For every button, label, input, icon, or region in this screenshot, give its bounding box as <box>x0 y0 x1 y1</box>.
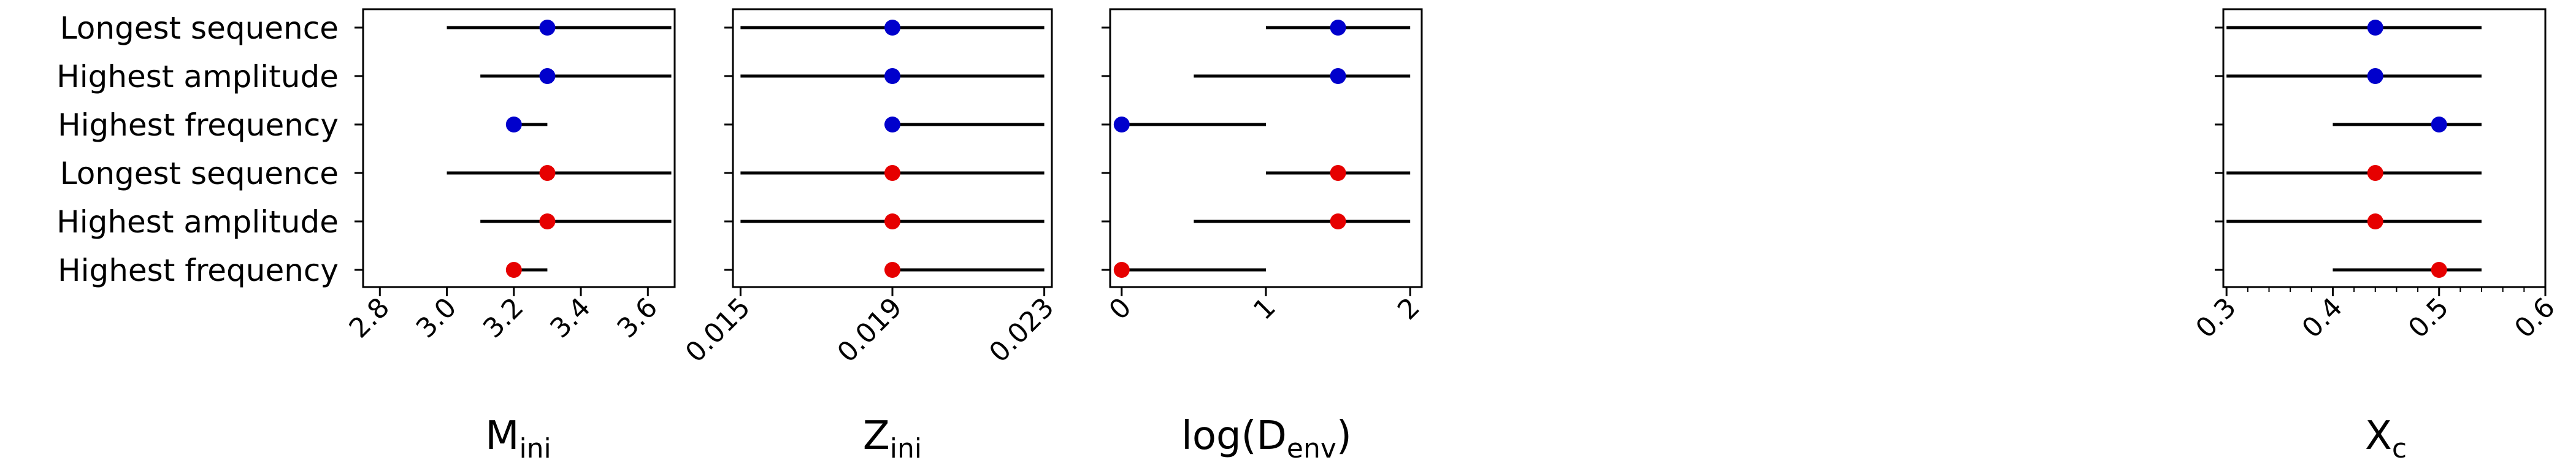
data-point-red <box>2431 262 2447 278</box>
x-axis-title: log(Denv) <box>1181 413 1352 460</box>
category-labels: Longest sequence Highest amplitude Highe… <box>56 10 339 288</box>
data-point-blue <box>539 68 556 84</box>
x-axis-title-subscript: env <box>1287 433 1336 460</box>
x-axis-title-main: Z <box>863 413 890 459</box>
data-point-blue <box>1330 68 1346 84</box>
x-tick-label: 2.8 <box>343 292 396 345</box>
x-axis-title-subscript: ini <box>519 433 551 460</box>
data-point-blue <box>884 68 900 84</box>
x-axis-title: Zini <box>863 413 922 460</box>
data-point-blue <box>1330 20 1346 36</box>
axes-frame <box>1109 8 1423 288</box>
x-tick-label: 3.2 <box>477 292 530 345</box>
x-tick-label: 0 <box>1103 292 1138 326</box>
x-tick-label: 2 <box>1392 292 1426 326</box>
category-label: Highest frequency <box>58 253 339 288</box>
category-label: Highest amplitude <box>56 59 339 94</box>
data-point-red <box>884 165 900 181</box>
data-point-red <box>505 262 522 278</box>
x-axis-title-subscript: c <box>2392 433 2407 460</box>
data-point-blue <box>2367 68 2383 84</box>
panel-z-ini: 0.015 0.019 0.023 Zini <box>680 8 1060 460</box>
data-point-red <box>1113 262 1130 278</box>
data-point-red <box>539 213 556 229</box>
x-tick-label: 0.023 <box>983 292 1060 369</box>
x-axis-title: Xc <box>2365 413 2407 460</box>
data-point-red <box>1330 213 1346 229</box>
axes-frame <box>732 8 1053 288</box>
x-axis-title-main: M <box>485 413 519 459</box>
x-tick-label: 0.4 <box>2296 292 2349 345</box>
data-point-blue <box>884 20 900 36</box>
x-tick-label: 3.0 <box>410 292 463 345</box>
axes-frame <box>362 8 676 288</box>
category-label: Longest sequence <box>60 10 339 46</box>
data-point-blue <box>2367 20 2383 36</box>
panel-m-ini: 2.8 3.0 3.2 3.4 3.6 Mini <box>343 8 676 460</box>
axes-frame <box>2222 8 2547 288</box>
data-point-red <box>2367 165 2383 181</box>
x-axis-title: Mini <box>485 413 551 460</box>
x-tick-label: 0.015 <box>680 292 756 369</box>
data-point-blue <box>1113 117 1130 132</box>
x-tick-label: 0.5 <box>2402 292 2455 345</box>
x-tick-label: 1 <box>1248 292 1282 326</box>
panel-log-d-env: 0 1 2 log(Denv) <box>1102 8 1426 460</box>
x-axis-title-main: log(D <box>1181 413 1287 459</box>
data-point-blue <box>2431 117 2447 132</box>
x-tick-label: 3.6 <box>611 292 664 345</box>
category-label: Highest amplitude <box>56 204 339 240</box>
data-point-blue <box>884 117 900 132</box>
panel-x-c: 0.3 0.4 0.5 0.6 Xc <box>2190 8 2561 460</box>
data-point-red <box>884 213 900 229</box>
data-point-red <box>2367 213 2383 229</box>
data-point-red <box>1330 165 1346 181</box>
data-point-red <box>539 165 556 181</box>
category-label: Longest sequence <box>60 156 339 191</box>
data-point-blue <box>539 20 556 36</box>
x-axis-title-subscript: ini <box>890 433 922 460</box>
x-tick-label: 0.3 <box>2190 292 2242 345</box>
x-axis-title-suffix: ) <box>1336 413 1352 459</box>
x-tick-label: 0.019 <box>832 292 908 369</box>
data-point-red <box>884 262 900 278</box>
x-tick-label: 0.6 <box>2509 292 2561 345</box>
x-axis-title-main: X <box>2365 413 2392 459</box>
category-label: Highest frequency <box>58 107 339 143</box>
x-tick-label: 3.4 <box>544 292 597 345</box>
data-point-blue <box>505 117 522 132</box>
